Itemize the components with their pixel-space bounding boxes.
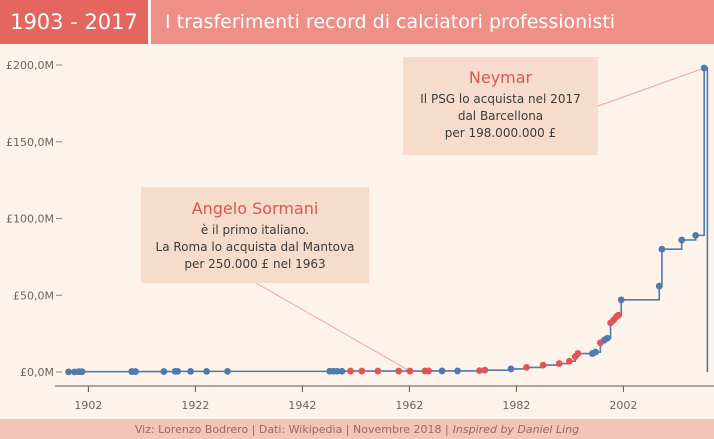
sormani-line-3: per 250.000 £ nel 1963 bbox=[184, 257, 326, 271]
header-title: I trasferimenti record di calciatori pro… bbox=[165, 11, 616, 33]
data-point bbox=[65, 368, 73, 376]
data-point bbox=[438, 367, 446, 375]
y-tick-label: £200,0M bbox=[6, 59, 54, 72]
x-tick-label: 1902 bbox=[74, 399, 102, 412]
data-point bbox=[78, 368, 86, 376]
x-tick-label: 1962 bbox=[395, 399, 423, 412]
data-point-italian bbox=[395, 367, 403, 375]
neymar-name: Neymar bbox=[468, 68, 533, 87]
neymar-line-2: dal Barcellona bbox=[457, 109, 544, 123]
neymar-line-3: per 198.000.000 £ bbox=[444, 126, 557, 140]
x-tick-label: 1942 bbox=[288, 399, 316, 412]
data-point bbox=[132, 368, 139, 375]
sormani-name: Angelo Sormani bbox=[191, 199, 319, 218]
data-point-italian bbox=[347, 367, 354, 375]
data-point bbox=[603, 334, 611, 342]
data-point bbox=[203, 367, 211, 375]
data-point bbox=[454, 367, 461, 375]
data-point-italian bbox=[476, 367, 483, 375]
data-point-italian bbox=[574, 350, 582, 357]
neymar-line-1: Il PSG lo acquista nel 2017 bbox=[420, 92, 581, 106]
data-point-italian bbox=[523, 363, 530, 371]
footer-credits-text: Viz: Lorenzo Bodrero | Dati: Wikipedia |… bbox=[134, 422, 449, 436]
data-point-italian bbox=[481, 366, 489, 374]
data-point bbox=[617, 296, 625, 304]
neymar-annotation: Neymar Il PSG lo acquista nel 2017 dal B… bbox=[403, 57, 598, 155]
neymar-leader-line bbox=[597, 67, 705, 107]
data-point bbox=[700, 64, 708, 72]
data-point-italian bbox=[425, 367, 433, 375]
data-point bbox=[692, 231, 700, 239]
data-point bbox=[224, 367, 231, 375]
sormani-annotation: Angelo Sormani è il primo italiano. La R… bbox=[141, 187, 369, 283]
x-tick-label: 2002 bbox=[609, 399, 637, 412]
sormani-leader-line bbox=[255, 282, 411, 372]
y-tick-label: £50,0M bbox=[13, 289, 54, 302]
data-point bbox=[333, 367, 341, 375]
data-point bbox=[678, 236, 686, 244]
data-point-italian bbox=[565, 357, 573, 365]
data-point bbox=[338, 367, 346, 375]
sormani-line-2: La Roma lo acquista dal Mantova bbox=[155, 240, 355, 254]
transfer-record-chart: £0,0M £50,0M £100,0M £150,0M £200,0M 1902 192… bbox=[6, 59, 714, 412]
x-tick-label: 1922 bbox=[181, 399, 209, 412]
y-tick-label: £0,0M bbox=[20, 366, 54, 379]
data-point bbox=[658, 245, 666, 253]
header-bar: 1903 - 2017 I trasferimenti record di ca… bbox=[0, 0, 714, 44]
y-tick-label: £150,0M bbox=[6, 136, 54, 149]
data-point bbox=[160, 368, 168, 375]
footer-inspired: Inspired by Daniel Ling bbox=[452, 422, 580, 436]
data-points bbox=[65, 64, 708, 376]
sormani-line-1: è il primo italiano. bbox=[200, 223, 310, 237]
data-point bbox=[592, 348, 599, 356]
header-years: 1903 - 2017 bbox=[0, 0, 151, 44]
data-point-italian bbox=[555, 360, 563, 367]
y-tick-label: £100,0M bbox=[6, 213, 54, 226]
data-point-italian bbox=[374, 367, 382, 375]
data-point bbox=[655, 282, 663, 290]
data-point-italian bbox=[406, 367, 414, 375]
data-point bbox=[187, 367, 194, 375]
x-axis: 1902 1922 1942 1962 1982 2002 bbox=[55, 385, 714, 412]
data-point bbox=[507, 365, 515, 373]
footer-credits: Viz: Lorenzo Bodrero | Dati: Wikipedia |… bbox=[0, 419, 714, 439]
data-point-italian bbox=[615, 311, 622, 319]
y-axis: £0,0M £50,0M £100,0M £150,0M £200,0M bbox=[6, 59, 62, 379]
data-point-italian bbox=[358, 367, 366, 375]
data-point-italian bbox=[539, 361, 547, 369]
data-point bbox=[174, 367, 182, 375]
x-tick-label: 1982 bbox=[502, 399, 530, 412]
